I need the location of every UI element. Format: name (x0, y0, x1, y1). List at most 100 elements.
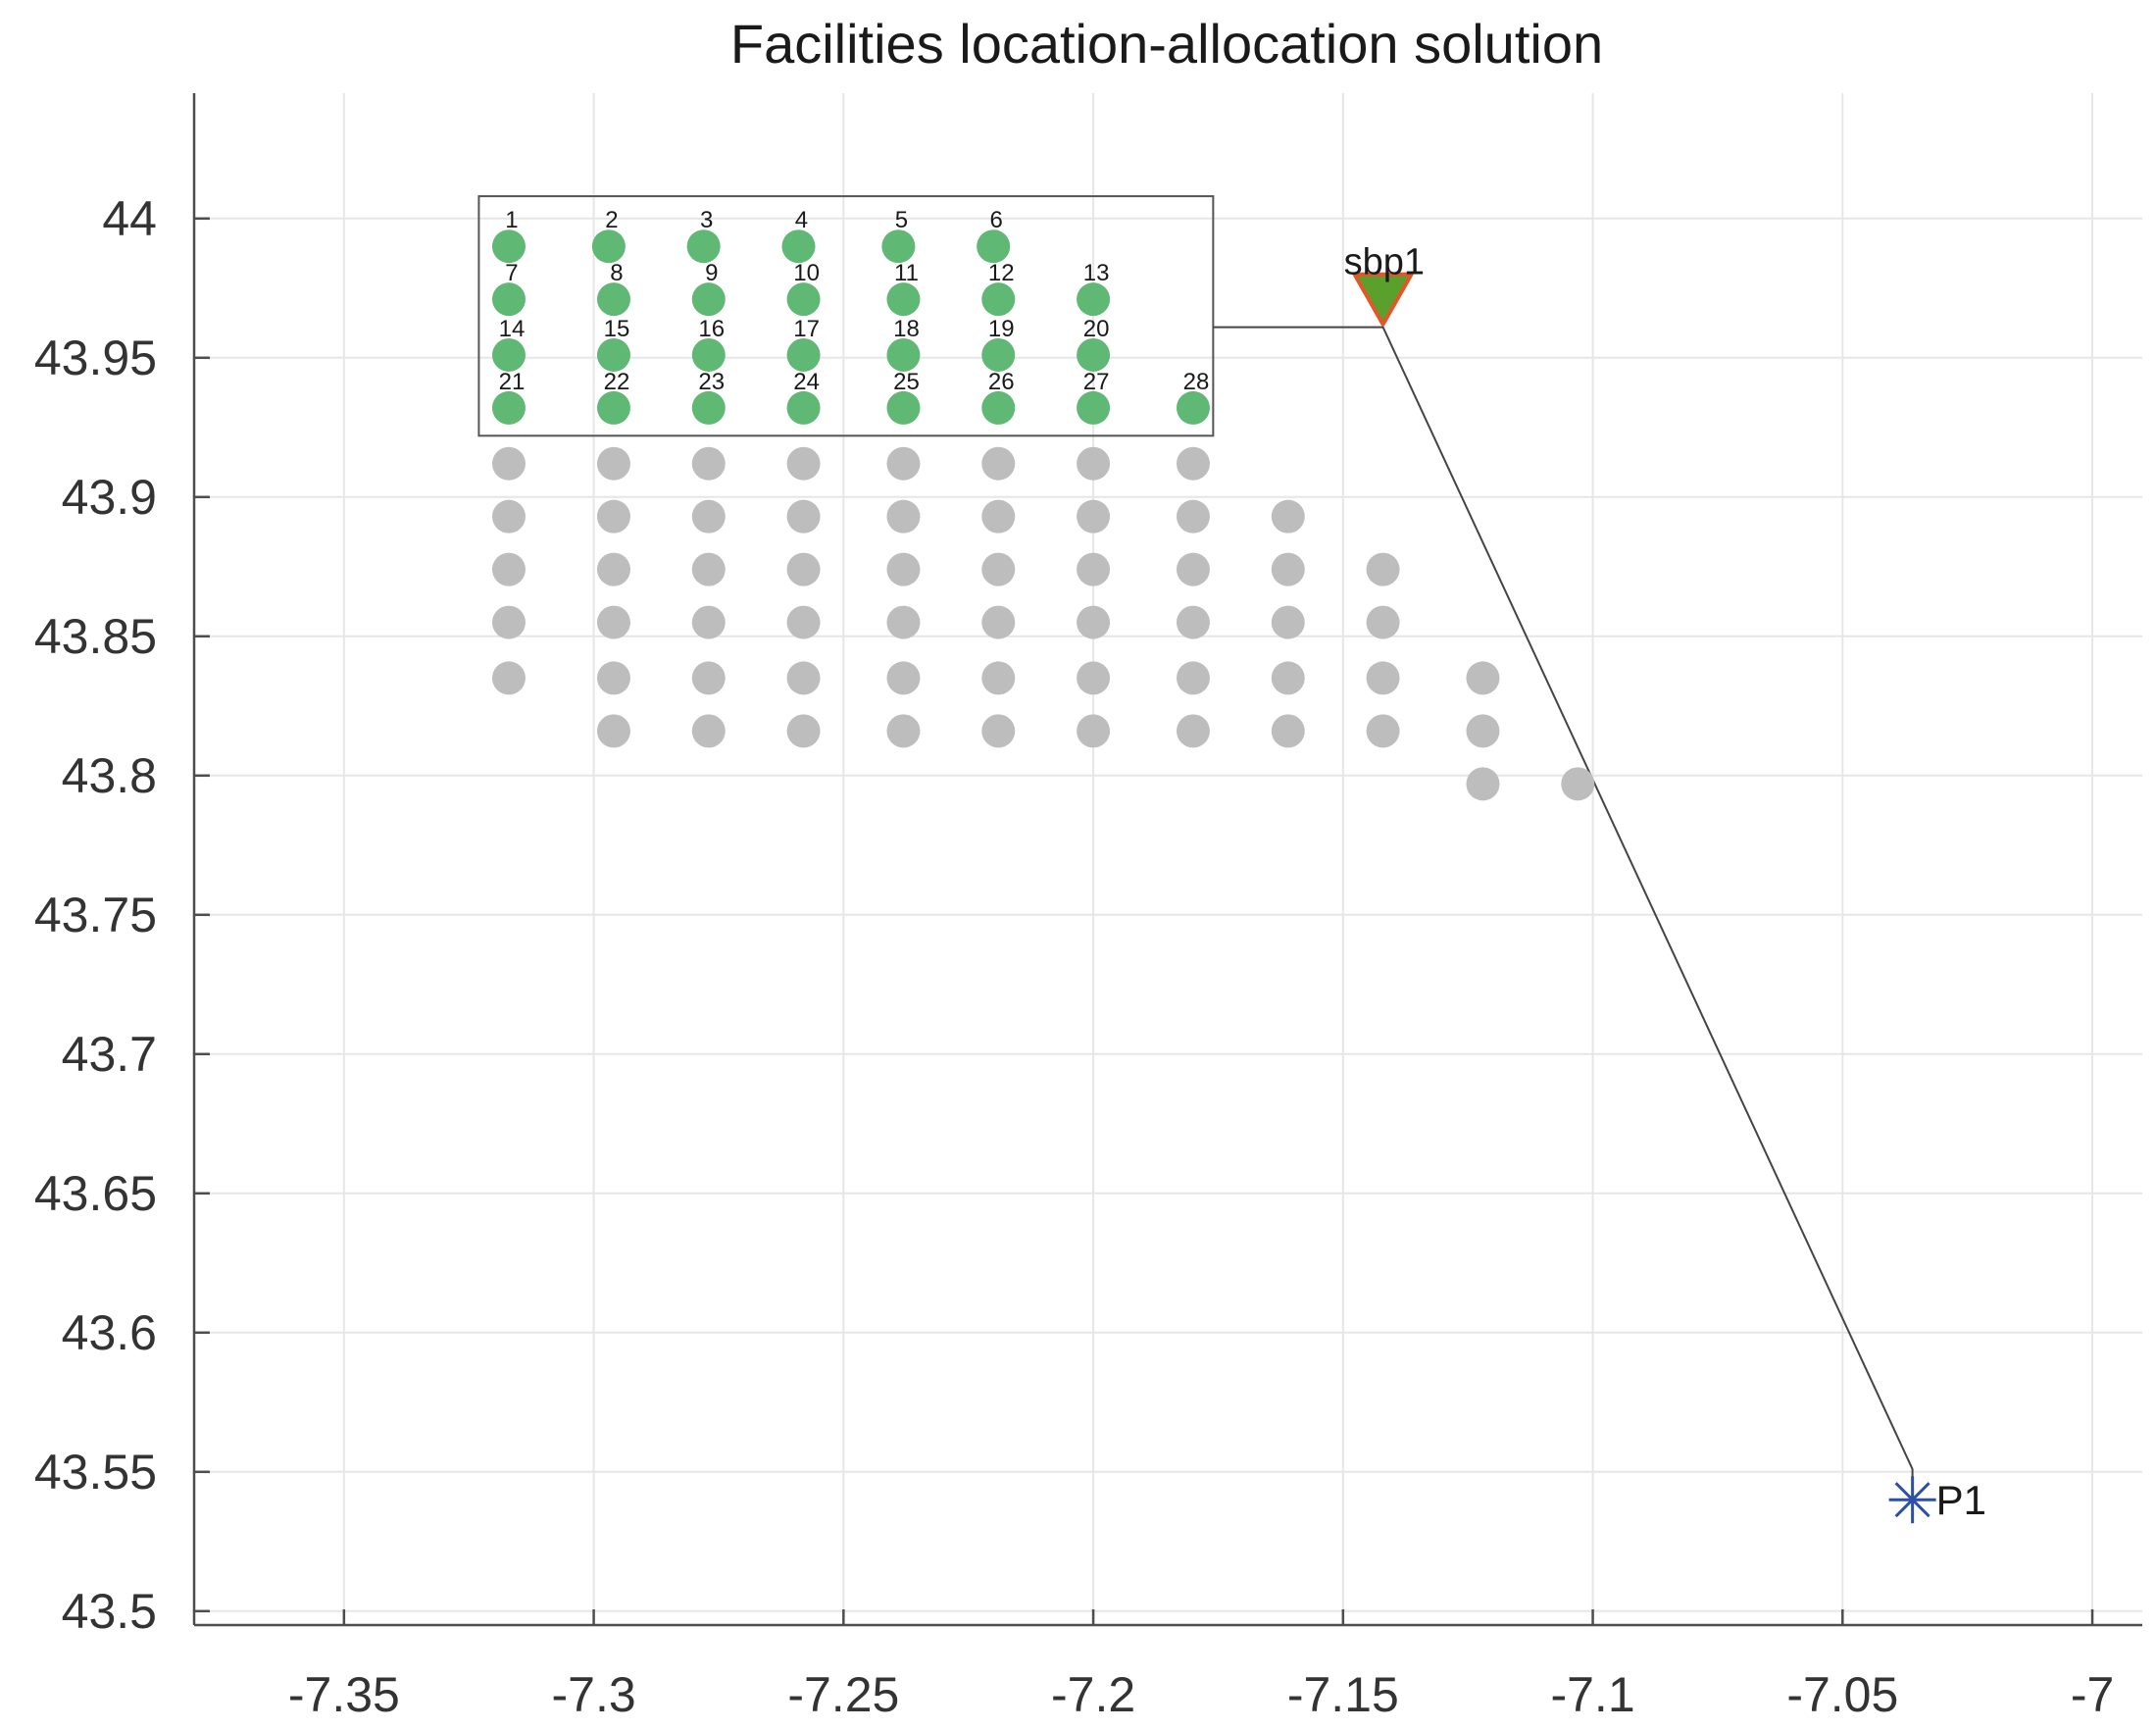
assigned-point (981, 390, 1016, 425)
unassigned-point (1077, 661, 1111, 695)
assigned-point-label: 2 (605, 207, 618, 233)
unassigned-point (1366, 661, 1400, 695)
assigned-point-label: 28 (1183, 369, 1210, 395)
unassigned-point (691, 499, 726, 534)
unassigned-point (786, 714, 821, 748)
unassigned-point (786, 552, 821, 586)
y-tick-label: 43.8 (62, 748, 157, 803)
unassigned-point (886, 552, 921, 586)
facility-label: sbp1 (1344, 242, 1425, 283)
unassigned-point (1466, 767, 1500, 801)
assigned-point-label: 26 (988, 369, 1015, 395)
assigned-point (786, 282, 821, 317)
y-tick-label: 43.65 (34, 1166, 157, 1221)
unassigned-point (596, 446, 630, 481)
assigned-points (491, 229, 1210, 425)
unassigned-point (1366, 714, 1400, 748)
assigned-point (1077, 390, 1111, 425)
unassigned-point (491, 552, 526, 586)
assigned-point (491, 282, 526, 317)
unassigned-point (786, 446, 821, 481)
unassigned-point (981, 499, 1016, 534)
unassigned-point (886, 714, 921, 748)
unassigned-point (691, 661, 726, 695)
demand-point-label: P1 (1936, 1477, 1986, 1523)
y-tick-label: 43.85 (34, 609, 157, 664)
assigned-point (886, 337, 921, 372)
assigned-group-box (477, 195, 1215, 437)
assigned-point-label: 21 (499, 369, 526, 395)
unassigned-point (1176, 605, 1210, 639)
assigned-point (691, 282, 726, 317)
assigned-point-label: 12 (988, 260, 1015, 286)
tick-labels: -7.35 -7.3 -7.25 -7.2 -7.15 -7.1 -7.05 -743.543… (34, 191, 2114, 1722)
assigned-point (491, 337, 526, 372)
unassigned-point (596, 552, 630, 586)
unassigned-point (1271, 661, 1305, 695)
assigned-point (981, 282, 1016, 317)
unassigned-point (1366, 605, 1400, 639)
assigned-point-label: 27 (1083, 369, 1110, 395)
x-tick-label: -7 (2071, 1667, 2114, 1722)
x-tick-label: -7.1 (1550, 1667, 1634, 1722)
unassigned-point (1271, 499, 1305, 534)
unassigned-point (1176, 661, 1210, 695)
assigned-point (1077, 282, 1111, 317)
x-tick-label: -7.3 (552, 1667, 636, 1722)
assigned-point (881, 229, 916, 264)
unassigned-point (981, 552, 1016, 586)
assigned-point-label: 3 (700, 207, 713, 233)
assigned-point (786, 390, 821, 425)
unassigned-point (786, 605, 821, 639)
unassigned-point (1271, 714, 1305, 748)
grid-lines (194, 93, 2142, 1625)
assigned-point-label: 23 (698, 369, 725, 395)
assigned-point-label: 18 (893, 316, 920, 342)
unassigned-point (886, 661, 921, 695)
axes (192, 93, 2142, 1627)
assigned-point-label: 22 (604, 369, 630, 395)
unassigned-point (691, 605, 726, 639)
unassigned-point (491, 446, 526, 481)
unassigned-points (491, 446, 1595, 801)
assigned-point-label: 19 (988, 316, 1015, 342)
assigned-point-label: 5 (895, 207, 908, 233)
demand-point-marker-stroke (1894, 1482, 1930, 1518)
y-tick-label: 43.95 (34, 331, 157, 385)
y-tick-label: 43.9 (62, 470, 157, 525)
unassigned-point (1176, 499, 1210, 534)
chart-title: Facilities location-allocation solution (730, 13, 1603, 75)
y-tick-label: 43.7 (62, 1027, 157, 1082)
assigned-point-label: 7 (505, 260, 518, 286)
assigned-point (691, 337, 726, 372)
assigned-point-label: 10 (793, 260, 820, 286)
unassigned-point (981, 661, 1016, 695)
assigned-point (491, 390, 526, 425)
assigned-group-box-layer (477, 195, 1215, 437)
assigned-point-label: 6 (989, 207, 1002, 233)
unassigned-point (1176, 714, 1210, 748)
facility-marker (1352, 272, 1414, 327)
assigned-point-label: 15 (604, 316, 630, 342)
assigned-point (1176, 390, 1210, 425)
assigned-point-label: 1 (505, 207, 518, 233)
assigned-point (1077, 337, 1111, 372)
unassigned-point (981, 446, 1016, 481)
assigned-point (981, 337, 1016, 372)
unassigned-point (491, 661, 526, 695)
unassigned-point (491, 605, 526, 639)
assigned-point-label: 4 (795, 207, 808, 233)
assigned-point (886, 282, 921, 317)
unassigned-point (886, 499, 921, 534)
x-tick-label: -7.2 (1051, 1667, 1135, 1722)
facility-layer: sbp1 (1344, 242, 1425, 327)
unassigned-point (1077, 714, 1111, 748)
unassigned-point (1077, 499, 1111, 534)
unassigned-point (1271, 552, 1305, 586)
unassigned-point (596, 605, 630, 639)
unassigned-point (886, 605, 921, 639)
assigned-point (977, 229, 1011, 264)
assigned-point-label: 17 (793, 316, 820, 342)
y-tick-label: 43.55 (34, 1445, 157, 1500)
